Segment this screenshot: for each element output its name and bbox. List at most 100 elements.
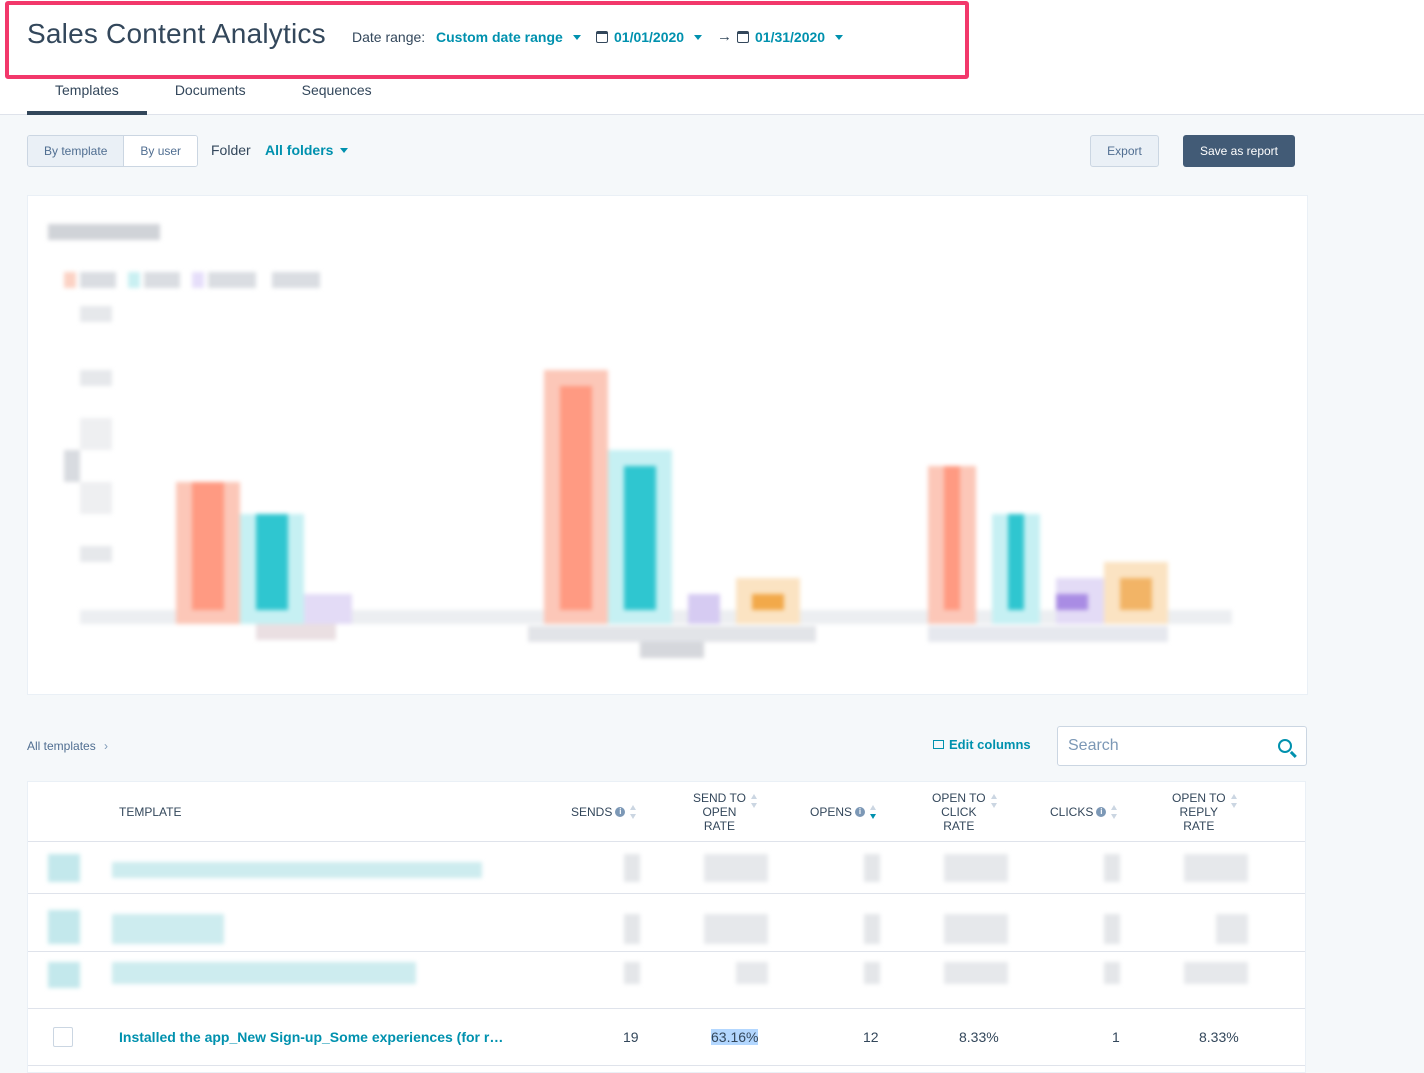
table-row-cell-obscured	[1104, 854, 1120, 882]
table-row-cell-obscured	[624, 962, 640, 984]
sort-icon	[870, 804, 877, 819]
send-to-open-rate-label: SEND TO OPEN RATE	[693, 791, 746, 833]
table-row-title-obscured	[112, 914, 224, 944]
bar-group2-a	[560, 386, 592, 610]
tab-documents[interactable]: Documents	[174, 82, 246, 98]
tab-sequences[interactable]: Sequences	[301, 82, 372, 98]
folder-dropdown[interactable]: All folders	[265, 142, 349, 158]
legend-swatch-a	[64, 272, 76, 288]
y-tick	[80, 370, 112, 386]
template-link[interactable]: Installed the app_New Sign-up_Some exper…	[119, 1029, 504, 1045]
info-icon[interactable]: i	[855, 806, 866, 817]
table-row-cell-obscured	[624, 914, 640, 944]
table-row-cell-obscured	[864, 914, 880, 944]
obscured-rows	[48, 854, 1248, 988]
header-line: CLICK	[941, 804, 977, 819]
table-row-title-obscured	[112, 862, 482, 878]
x-tick-group1	[256, 624, 336, 640]
date-range-value: Custom date range	[436, 29, 563, 45]
annotation-highlight-box	[5, 1, 969, 79]
sort-icon	[1111, 804, 1118, 819]
breadcrumb[interactable]: All templates ›	[27, 739, 108, 753]
chart-card	[27, 195, 1308, 695]
export-button[interactable]: Export	[1090, 135, 1159, 167]
bar-chart	[48, 224, 1232, 658]
column-header-clicks[interactable]: CLICKS i	[1050, 782, 1118, 841]
column-header-sends[interactable]: SENDS i	[571, 782, 637, 841]
sort-icon	[750, 793, 758, 808]
sort-icon	[1230, 793, 1238, 808]
open-to-reply-rate-value: 8.33%	[1199, 1029, 1239, 1045]
tab-bar: Templates Documents Sequences	[27, 80, 400, 115]
table-row-checkbox-obscured	[48, 910, 80, 944]
save-as-report-button[interactable]: Save as report	[1183, 135, 1295, 167]
column-header-open-to-reply-rate[interactable]: OPEN TO REPLY RATE	[1172, 782, 1238, 841]
page-header: Sales Content Analytics Date range: Cust…	[0, 0, 1424, 115]
bar-group2-c	[688, 594, 720, 624]
columns-icon	[933, 740, 944, 749]
chevron-right-icon: ›	[104, 739, 109, 753]
column-header-open-to-click-rate[interactable]: OPEN TO CLICK RATE	[932, 782, 998, 841]
sort-icon	[630, 804, 637, 819]
table-row-title-obscured	[112, 962, 416, 984]
y-tick	[80, 482, 112, 514]
y-tick	[80, 546, 112, 562]
open-to-reply-rate-label: OPEN TO REPLY RATE	[1172, 791, 1226, 833]
by-template-button[interactable]: By template	[28, 136, 125, 166]
start-date-picker[interactable]: 01/01/2020	[596, 29, 703, 45]
column-header-opens[interactable]: OPENS i	[810, 782, 877, 841]
chevron-down-icon	[835, 34, 844, 40]
legend-swatch-c	[192, 272, 204, 288]
chart-title-obscured	[48, 224, 160, 240]
table-row-cell-obscured	[1216, 914, 1248, 944]
folder-label: Folder	[211, 142, 251, 158]
header-line: RATE	[1183, 818, 1215, 833]
y-axis-label	[64, 450, 80, 482]
bar-group3-a	[944, 466, 960, 610]
send-to-open-rate-text: 63.16%	[711, 1029, 759, 1045]
legend-swatch-b	[128, 272, 140, 288]
table-row-checkbox-obscured	[48, 962, 80, 988]
edit-columns-button[interactable]: Edit columns	[933, 737, 1031, 752]
column-header-template[interactable]: TEMPLATE	[119, 804, 182, 819]
header-line: OPEN	[702, 804, 737, 819]
header-line: RATE	[943, 818, 975, 833]
date-range-dropdown[interactable]: Custom date range	[436, 29, 581, 45]
end-date-picker[interactable]: 01/31/2020	[737, 29, 844, 45]
table-row-cell-obscured	[944, 962, 1008, 984]
row-divider	[28, 951, 1305, 952]
header-divider	[28, 841, 1305, 842]
header-line: OPEN TO	[1172, 790, 1226, 805]
x-tick-group2	[528, 626, 816, 642]
bar-group3-d	[1120, 578, 1152, 610]
clicks-header-label: CLICKS	[1050, 804, 1094, 819]
row-checkbox[interactable]	[53, 1027, 73, 1047]
table-row-cell-obscured	[624, 854, 640, 882]
sends-header-label: SENDS	[571, 804, 613, 819]
edit-columns-label: Edit columns	[949, 737, 1031, 752]
info-icon[interactable]: i	[1096, 806, 1107, 817]
table-row-cell-obscured	[1104, 914, 1120, 944]
table-row-checkbox-obscured	[48, 854, 80, 882]
tab-templates[interactable]: Templates	[27, 80, 147, 115]
search-icon[interactable]	[1278, 739, 1292, 753]
table-row-cell-obscured	[1184, 962, 1248, 984]
chevron-down-icon	[694, 34, 703, 40]
by-user-button[interactable]: By user	[124, 136, 198, 166]
bar-group1-b	[256, 514, 288, 610]
start-date-value: 01/01/2020	[614, 29, 685, 45]
calendar-icon	[737, 31, 749, 43]
folder-value: All folders	[265, 142, 334, 158]
bar-group1-c	[304, 594, 352, 624]
bar-group1-a	[192, 482, 224, 610]
opens-value: 12	[863, 1029, 879, 1045]
bar-group2-d	[752, 594, 784, 610]
chevron-down-icon	[340, 147, 349, 153]
header-line: SEND TO	[693, 790, 746, 805]
info-icon[interactable]: i	[615, 806, 626, 817]
date-range-label: Date range:	[352, 29, 426, 45]
row-divider	[28, 893, 1305, 894]
bar-group2-b	[624, 466, 656, 610]
search-input[interactable]	[1068, 737, 1258, 755]
column-header-send-to-open-rate[interactable]: SEND TO OPEN RATE	[693, 782, 758, 841]
